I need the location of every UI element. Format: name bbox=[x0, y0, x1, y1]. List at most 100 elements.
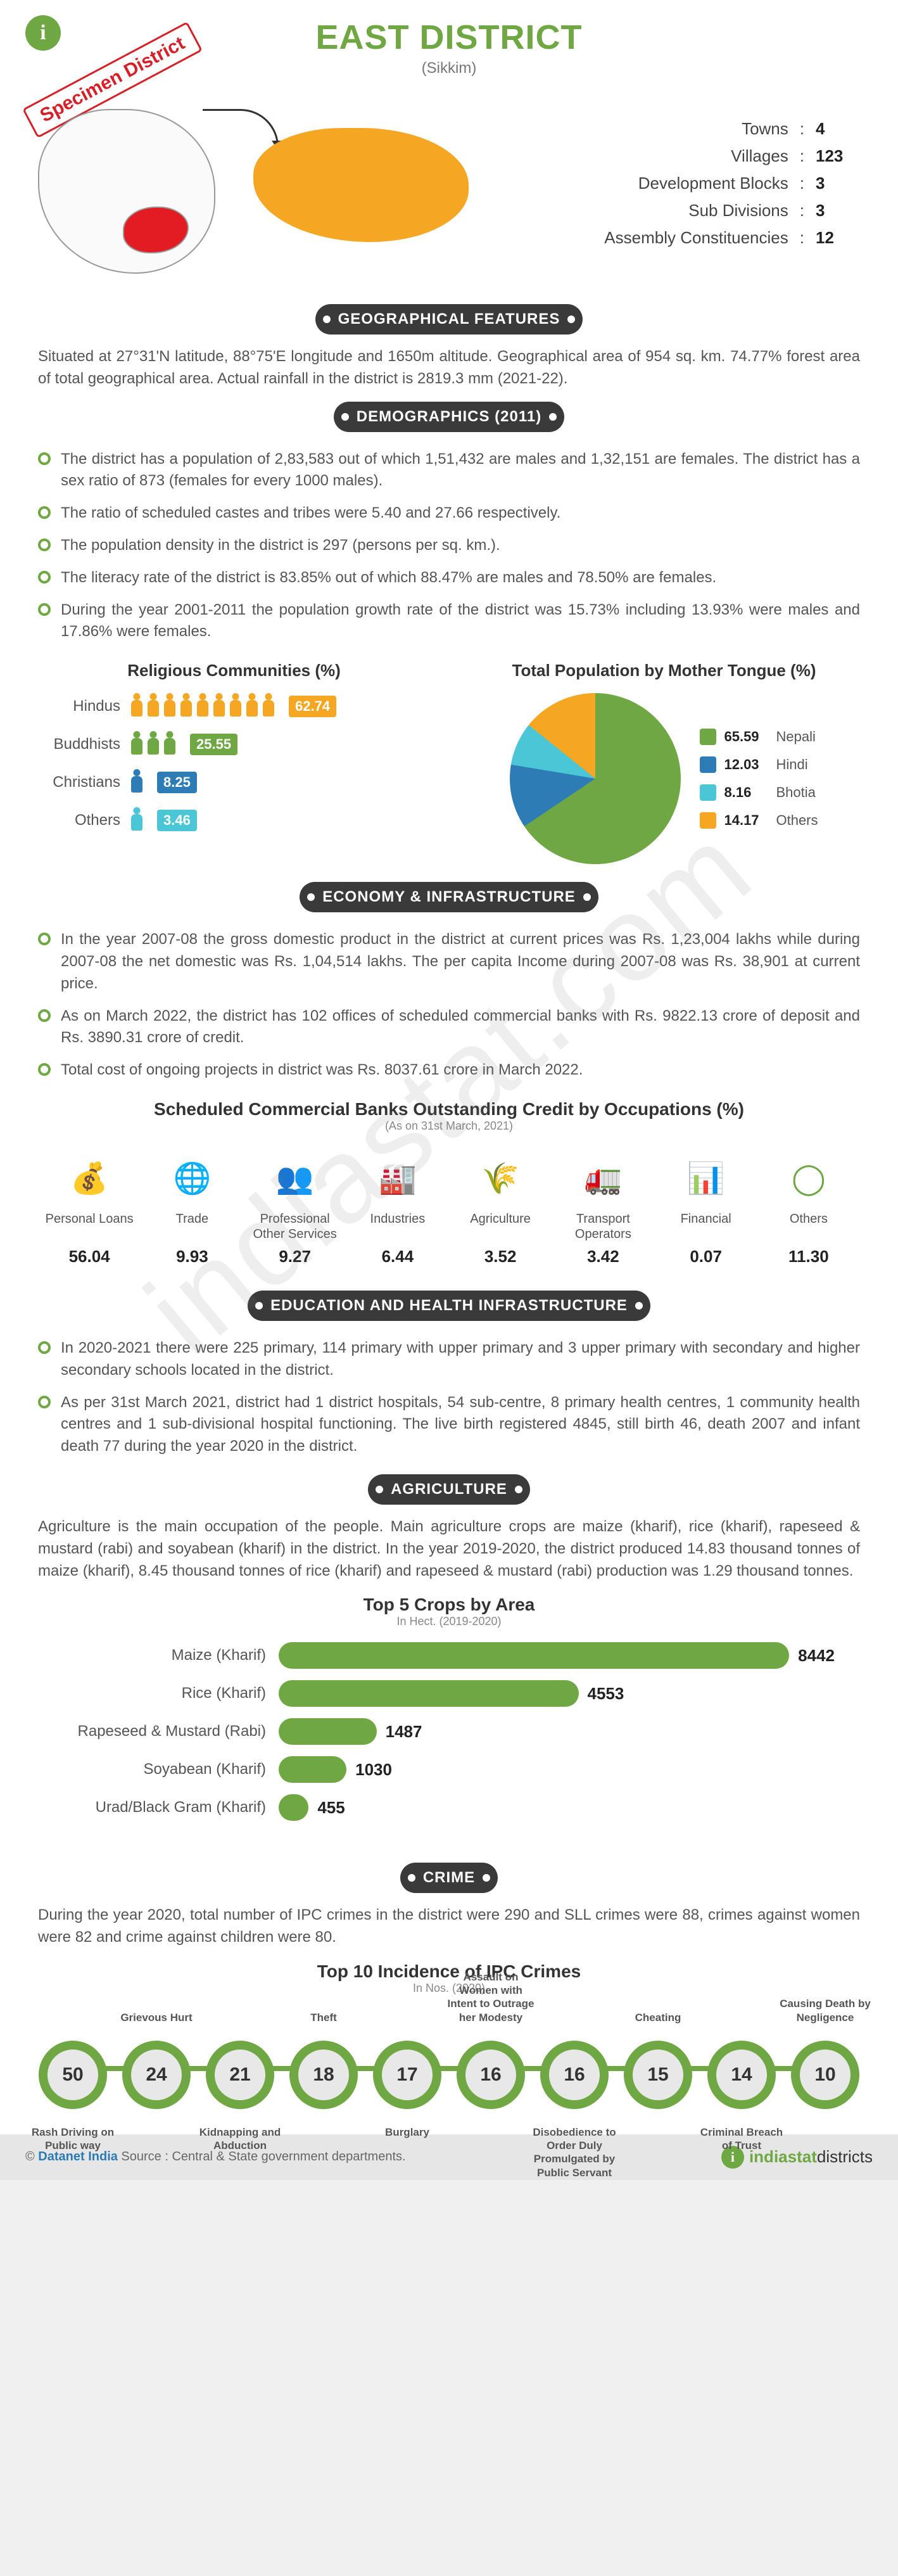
crops-note: In Hect. (2019-2020) bbox=[0, 1615, 898, 1628]
occupation-value: 56.04 bbox=[42, 1247, 137, 1266]
crops-title: Top 5 Crops by Area bbox=[0, 1595, 898, 1615]
legend-label: Hindi bbox=[776, 756, 807, 773]
crop-label: Rice (Kharif) bbox=[63, 1685, 266, 1702]
occupation-icon: 🚛 bbox=[578, 1153, 628, 1204]
legend-value: 14.17 bbox=[724, 812, 768, 829]
stat-value: 4 bbox=[816, 119, 860, 139]
bullet-icon bbox=[38, 1396, 51, 1408]
bullet-text: The population density in the district i… bbox=[61, 535, 860, 557]
crop-label: Urad/Black Gram (Kharif) bbox=[63, 1799, 266, 1816]
people-bar bbox=[129, 769, 144, 796]
bullet-text: During the year 2001-2011 the population… bbox=[61, 599, 860, 644]
legend-value: 65.59 bbox=[724, 729, 768, 745]
crop-row: Urad/Black Gram (Kharif)455 bbox=[63, 1794, 835, 1821]
person-icon bbox=[146, 693, 161, 720]
occupation-item: ◯Others11.30 bbox=[761, 1153, 856, 1266]
zoom-arrow-icon bbox=[203, 109, 279, 147]
occupation-icon: 🌐 bbox=[167, 1153, 217, 1204]
person-icon bbox=[129, 769, 144, 796]
occupation-item: 🚛Transport Operators3.42 bbox=[555, 1153, 650, 1266]
header-stat-row: Towns:4 bbox=[494, 115, 860, 143]
crime-node: 15Cheating bbox=[624, 2041, 692, 2109]
bullet-row: In the year 2007-08 the gross domestic p… bbox=[0, 924, 898, 1000]
religion-title: Religious Communities (%) bbox=[38, 661, 430, 680]
crime-label: Disobedience to Order Duly Promulgated b… bbox=[527, 2126, 622, 2179]
district-zoom-map bbox=[253, 128, 469, 242]
occupation-label: Trade bbox=[144, 1211, 239, 1242]
crop-value: 4553 bbox=[588, 1684, 624, 1704]
header-stat-row: Development Blocks:3 bbox=[494, 170, 860, 197]
crime-node: 14Criminal Breach of Trust bbox=[707, 2041, 776, 2109]
crop-value: 1030 bbox=[355, 1760, 392, 1780]
crime-label: Criminal Breach of Trust bbox=[694, 2126, 789, 2153]
people-bar bbox=[129, 807, 144, 834]
religion-label: Others bbox=[38, 812, 120, 829]
person-icon bbox=[129, 807, 144, 834]
crime-label: Assault on Women with Intent to Outrage … bbox=[443, 1970, 538, 2024]
occupation-label: Others bbox=[761, 1211, 856, 1242]
person-icon bbox=[146, 731, 161, 758]
occupation-item: 🌾Agriculture3.52 bbox=[453, 1153, 548, 1266]
person-icon bbox=[244, 693, 260, 720]
tongue-chart: Total Population by Mother Tongue (%) 65… bbox=[468, 661, 860, 864]
bullet-text: The literacy rate of the district is 83.… bbox=[61, 567, 860, 589]
person-icon bbox=[162, 693, 177, 720]
crop-label: Soyabean (Kharif) bbox=[63, 1761, 266, 1778]
occupation-item: 📊Financial0.07 bbox=[659, 1153, 754, 1266]
crop-bar bbox=[279, 1794, 308, 1821]
crime-label: Rash Driving on Public way bbox=[25, 2126, 120, 2153]
header-stats: Towns:4Villages:123Development Blocks:3S… bbox=[494, 96, 860, 280]
legend-row: 65.59 Nepali bbox=[700, 729, 818, 745]
geo-text: Situated at 27°31'N latitude, 88°75'E lo… bbox=[0, 346, 898, 390]
bullet-text: In 2020-2021 there were 225 primary, 114… bbox=[61, 1337, 860, 1382]
legend-swatch bbox=[700, 756, 716, 773]
stat-value: 123 bbox=[816, 146, 860, 166]
bullet-text: In the year 2007-08 the gross domestic p… bbox=[61, 929, 860, 995]
crop-value: 8442 bbox=[798, 1646, 835, 1666]
bullet-text: As on March 2022, the district has 102 o… bbox=[61, 1005, 860, 1050]
bullet-text: Total cost of ongoing projects in distri… bbox=[61, 1059, 860, 1081]
section-heading-crime: CRIME bbox=[0, 1863, 898, 1893]
bullet-icon bbox=[38, 1009, 51, 1022]
religion-label: Buddhists bbox=[38, 736, 120, 753]
occupation-label: Personal Loans bbox=[42, 1211, 137, 1242]
religion-row: Buddhists 25.55 bbox=[38, 731, 430, 758]
occupation-label: Industries bbox=[350, 1211, 445, 1242]
bullet-icon bbox=[38, 539, 51, 551]
info-icon bbox=[25, 15, 61, 51]
demo-bullets: The district has a population of 2,83,58… bbox=[0, 443, 898, 649]
map-area bbox=[38, 96, 469, 280]
legend-value: 8.16 bbox=[724, 784, 768, 801]
stat-label: Assembly Constituencies bbox=[604, 228, 788, 248]
bullet-icon bbox=[38, 506, 51, 519]
religion-value: 62.74 bbox=[289, 696, 336, 717]
bullet-text: As per 31st March 2021, district had 1 d… bbox=[61, 1392, 860, 1458]
legend-swatch bbox=[700, 729, 716, 745]
religion-value: 25.55 bbox=[190, 734, 237, 755]
crime-label: Causing Death by Negligence bbox=[778, 1997, 873, 2024]
crime-node: 16Disobedience to Order Duly Promulgated… bbox=[540, 2041, 609, 2109]
bullet-text: The ratio of scheduled castes and tribes… bbox=[61, 502, 860, 525]
occupation-item: 🏭Industries6.44 bbox=[350, 1153, 445, 1266]
bullet-icon bbox=[38, 1063, 51, 1076]
crop-label: Maize (Kharif) bbox=[63, 1647, 266, 1664]
bullet-row: The population density in the district i… bbox=[0, 530, 898, 562]
people-bar bbox=[129, 693, 276, 720]
person-icon bbox=[212, 693, 227, 720]
agri-text: Agriculture is the main occupation of th… bbox=[0, 1516, 898, 1582]
crime-node: 50Rash Driving on Public way bbox=[39, 2041, 107, 2109]
religion-value: 3.46 bbox=[157, 810, 197, 831]
occupation-icon: 🏭 bbox=[372, 1153, 423, 1204]
legend-label: Nepali bbox=[776, 729, 815, 745]
header-stat-row: Assembly Constituencies:12 bbox=[494, 224, 860, 252]
tongue-title: Total Population by Mother Tongue (%) bbox=[468, 661, 860, 680]
religion-value: 8.25 bbox=[157, 772, 197, 793]
stat-value: 12 bbox=[816, 228, 860, 248]
occupation-value: 3.42 bbox=[555, 1247, 650, 1266]
crop-row: Rice (Kharif) 4553 bbox=[63, 1680, 835, 1707]
religion-row: Christians8.25 bbox=[38, 769, 430, 796]
section-heading-agri: AGRICULTURE bbox=[0, 1474, 898, 1505]
crop-row: Rapeseed & Mustard (Rabi)1487 bbox=[63, 1718, 835, 1745]
crop-bar bbox=[279, 1642, 789, 1669]
occupation-value: 9.93 bbox=[144, 1247, 239, 1266]
